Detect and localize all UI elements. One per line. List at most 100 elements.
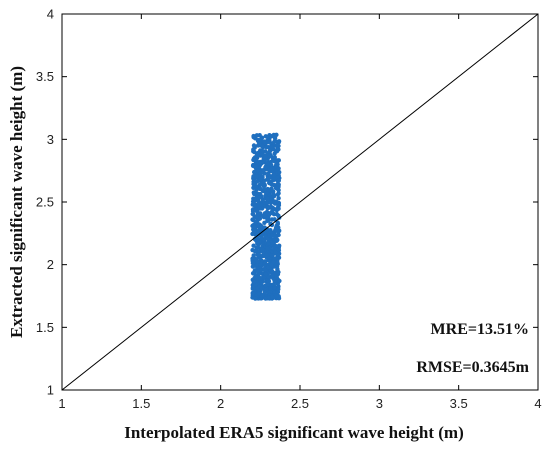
scatter-point — [276, 287, 281, 292]
scatter-point — [273, 250, 278, 255]
y-tick-label: 1 — [47, 383, 54, 398]
scatter-point — [275, 192, 281, 197]
scatter-point — [263, 260, 268, 265]
scatter-point — [252, 275, 257, 281]
scatter-point — [251, 185, 256, 190]
scatter-point — [270, 208, 275, 213]
scatter-point — [276, 166, 281, 171]
scatter-point — [265, 196, 270, 202]
scatter-point — [265, 218, 270, 223]
y-tick-label: 4 — [47, 7, 54, 22]
x-tick-label: 2 — [217, 396, 224, 411]
scatter-point — [275, 185, 281, 190]
rmse-annotation: RMSE=0.3645m — [416, 359, 529, 376]
scatter-point — [275, 260, 280, 266]
scatter-point — [270, 294, 275, 299]
x-tick-label: 3 — [376, 396, 383, 411]
scatter-point — [255, 241, 260, 246]
scatter-point — [268, 162, 274, 167]
scatter-point — [252, 149, 257, 155]
scatter-point — [250, 211, 255, 217]
scatter-point — [252, 191, 257, 197]
scatter-point — [254, 174, 259, 179]
scatter-point — [268, 286, 273, 291]
scatter-point — [258, 170, 264, 176]
scatter-point — [274, 160, 279, 165]
scatter-point — [271, 192, 277, 198]
scatter-point — [273, 237, 279, 242]
scatter-point — [256, 252, 261, 257]
scatter-point — [251, 135, 256, 140]
scatter-point — [261, 179, 266, 184]
scatter-point — [252, 279, 257, 285]
scatter-point — [252, 203, 258, 208]
scatter-point — [269, 253, 275, 258]
scatter-point — [257, 228, 262, 233]
scatter-point — [276, 206, 281, 211]
scatter-point — [272, 134, 277, 139]
scatter-point — [267, 289, 273, 295]
scatter-point — [272, 233, 278, 239]
scatter-point — [251, 181, 257, 186]
scatter-point — [274, 293, 279, 298]
scatter-point — [275, 143, 280, 148]
y-tick-label: 3.5 — [36, 69, 54, 84]
y-tick-label: 3 — [47, 132, 54, 147]
scatter-point — [257, 186, 263, 191]
scatter-point — [253, 164, 259, 169]
scatter-point — [259, 236, 264, 241]
scatter-point — [254, 245, 259, 250]
scatter-point — [269, 233, 274, 238]
x-tick-label: 1 — [58, 396, 65, 411]
scatter-point — [266, 187, 271, 192]
scatter-point — [260, 293, 265, 298]
scatter-point — [251, 157, 256, 163]
mre-annotation: MRE=13.51% — [431, 321, 529, 338]
scatter-point — [254, 187, 259, 193]
scatter-point — [269, 166, 275, 171]
y-tick-label: 2.5 — [36, 195, 54, 210]
scatter-point — [276, 196, 281, 201]
scatter-point — [276, 147, 281, 152]
scatter-point — [266, 279, 272, 284]
scatter-point — [268, 174, 273, 179]
scatter-point — [268, 200, 273, 206]
scatter-point — [271, 282, 276, 287]
x-axis-label: Interpolated ERA5 significant wave heigh… — [124, 423, 464, 442]
scatter-point — [253, 219, 258, 225]
scatter-point — [275, 229, 281, 234]
y-tick-label: 2 — [47, 257, 54, 272]
scatter-point — [272, 151, 277, 156]
scatter-point — [260, 144, 265, 149]
scatter-point — [275, 220, 280, 225]
y-axis-label: Extracted significant wave height (m) — [7, 66, 26, 338]
scatter-point — [252, 248, 257, 253]
x-tick-label: 1.5 — [132, 396, 150, 411]
scatter-point — [267, 153, 272, 159]
scatter-point — [263, 165, 268, 170]
scatter-point — [260, 148, 265, 154]
scatter-point — [272, 176, 277, 181]
x-axis-ticks: 1 1.5 2 2.5 3 3.5 4 — [58, 14, 542, 411]
scatter-point — [272, 199, 277, 204]
scatter-point — [265, 265, 271, 270]
y-tick-label: 1.5 — [36, 320, 54, 335]
y-axis-ticks: 1 1.5 2 2.5 3 3.5 4 — [36, 7, 538, 398]
scatter-point — [255, 236, 261, 242]
scatter-point — [252, 169, 257, 175]
scatter-point — [269, 268, 275, 274]
scatter-point — [257, 195, 262, 200]
scatter-point — [260, 247, 265, 252]
scatter-point — [272, 155, 277, 160]
scatter-point — [256, 202, 261, 207]
x-tick-label: 2.5 — [291, 396, 309, 411]
scatter-point — [277, 170, 282, 175]
scatter-point — [264, 161, 270, 166]
x-tick-label: 4 — [534, 396, 541, 411]
scatter-point — [269, 262, 274, 268]
scatter-point — [265, 246, 270, 251]
scatter-point — [253, 207, 259, 212]
scatter-point — [266, 241, 271, 246]
scatter-point — [257, 206, 262, 211]
